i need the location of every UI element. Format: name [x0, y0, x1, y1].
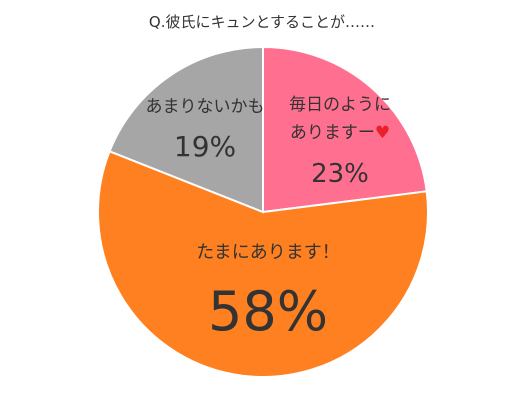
slice-label-2-line-1: たまにあります！ — [196, 242, 339, 263]
pie-slice-1 — [262, 45, 428, 214]
pie-slice-2 — [97, 149, 429, 378]
slice-label-3-line-1: あまりないかも — [146, 97, 265, 117]
pie-slices — [97, 45, 429, 378]
slice-value-2: 58% — [208, 280, 328, 343]
slice-label-1-line-2: ありますー♥ — [290, 123, 390, 143]
heart-icon: ♥ — [375, 123, 390, 143]
slice-value-3: 19% — [174, 130, 236, 163]
pie-slice-3 — [108, 45, 264, 214]
chart-title: Q.彼氏にキュンとすることが…… — [149, 13, 375, 31]
slice-value-1: 23% — [311, 159, 369, 189]
slice-label-1-line-1: 毎日のように — [289, 95, 391, 115]
